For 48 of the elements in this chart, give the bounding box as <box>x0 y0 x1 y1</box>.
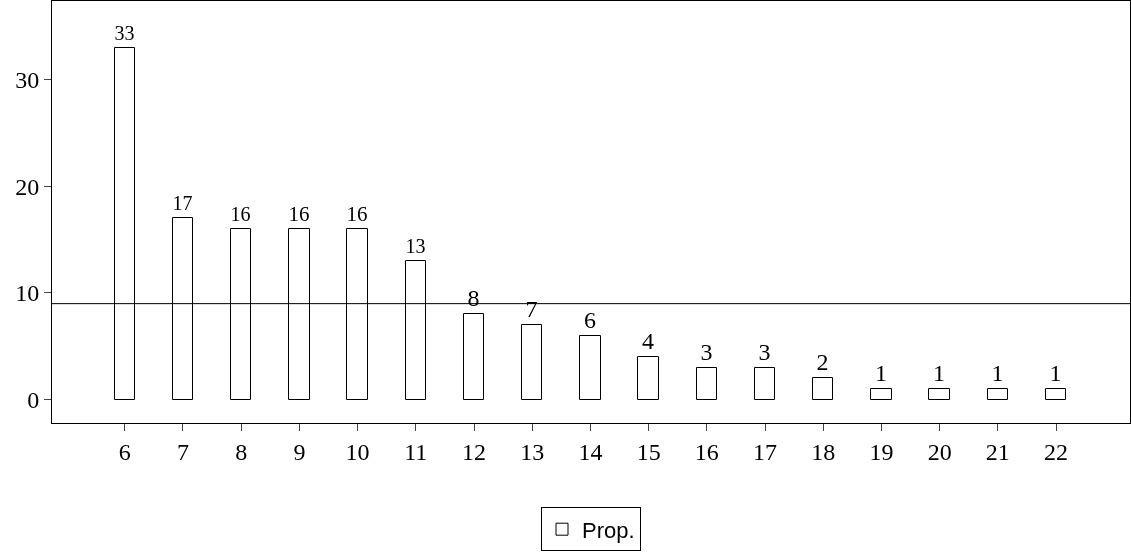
data-label: 17 <box>172 192 193 215</box>
bar <box>928 388 950 400</box>
data-label: 1 <box>991 359 1004 386</box>
data-label: 3 <box>758 338 771 365</box>
x-tick-label: 7 <box>176 438 189 465</box>
bar <box>870 388 892 400</box>
x-tick-label: 13 <box>520 438 545 465</box>
bar <box>637 356 659 400</box>
x-tick-label: 14 <box>578 438 603 465</box>
x-tick-label: 8 <box>235 438 248 465</box>
x-tick-label: 18 <box>811 438 836 465</box>
data-label: 13 <box>405 235 426 258</box>
data-label: 1 <box>875 359 887 386</box>
legend-label: Prop. <box>582 517 635 543</box>
data-label: 4 <box>642 327 654 354</box>
data-label: 2 <box>816 348 829 375</box>
bar <box>1045 388 1066 400</box>
data-label: 16 <box>346 202 368 227</box>
y-tick-label: 20 <box>15 173 40 200</box>
bar <box>812 377 833 400</box>
x-tick-label: 15 <box>636 438 661 465</box>
x-tick-label: 9 <box>293 438 306 465</box>
x-tick-label: 11 <box>404 438 428 465</box>
data-label: 6 <box>584 306 596 333</box>
x-tick-label: 19 <box>869 438 894 465</box>
x-tick-label: 21 <box>985 438 1010 465</box>
data-label: 3 <box>700 338 713 365</box>
bar <box>754 367 775 400</box>
y-tick-label: 30 <box>15 67 40 94</box>
y-tick-label: 10 <box>15 280 40 307</box>
bar <box>463 313 484 400</box>
x-tick-label: 17 <box>753 438 778 465</box>
bar <box>696 367 717 400</box>
x-tick-label: 10 <box>345 438 370 465</box>
x-tick-label: 20 <box>927 438 952 465</box>
bar <box>579 335 601 400</box>
x-tick-label: 12 <box>462 438 486 465</box>
x-tick-label: 6 <box>118 438 131 465</box>
data-label: 1 <box>933 359 945 386</box>
data-label: 1 <box>1049 359 1062 386</box>
bar <box>987 388 1008 400</box>
data-label: 16 <box>288 202 310 227</box>
data-label: 16 <box>230 203 251 226</box>
y-tick-label: 0 <box>27 386 40 413</box>
data-label: 33 <box>114 22 135 45</box>
x-tick-label: 22 <box>1044 438 1069 465</box>
x-tick-label: 16 <box>694 438 719 465</box>
bar <box>521 324 542 400</box>
